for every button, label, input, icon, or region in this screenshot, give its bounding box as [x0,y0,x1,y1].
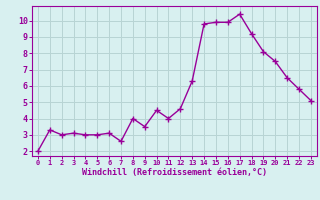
X-axis label: Windchill (Refroidissement éolien,°C): Windchill (Refroidissement éolien,°C) [82,168,267,177]
